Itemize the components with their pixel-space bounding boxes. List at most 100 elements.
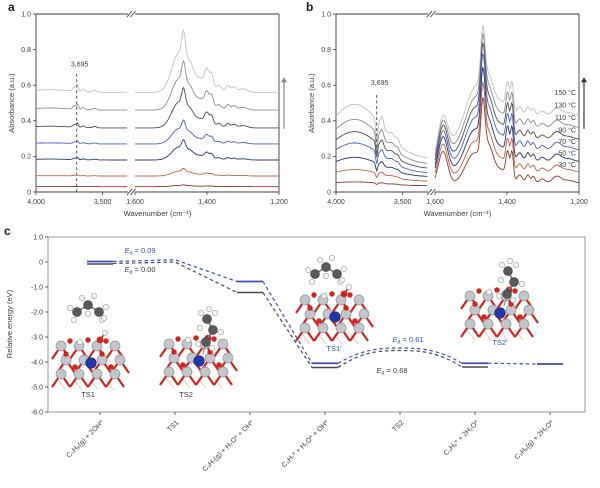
reaction-path: [337, 349, 463, 369]
molecular-structure-ts1: [51, 293, 130, 391]
state-tick-label: TS2: [391, 419, 405, 433]
state-tick-label: C₃H₈(g) + 2OH*: [65, 419, 105, 459]
y-axis-label: Absorbance (a.u.): [7, 73, 16, 133]
y-tick-label: -3.0: [31, 334, 43, 341]
ts-structure-label: TS2': [492, 338, 508, 347]
axes-frame: [35, 13, 280, 193]
y-tick-label: 0.2: [321, 154, 331, 161]
spectrum-curve: [35, 59, 279, 111]
state-tick-label: C₃H₆* + 2H₂O*: [443, 419, 481, 457]
y-tick-label: 0.2: [21, 154, 31, 161]
spectrum-curve: [36, 167, 279, 177]
x-tick-label: 4,000: [327, 199, 345, 206]
reaction-path: [262, 281, 313, 364]
panel-c-label: c: [4, 224, 11, 238]
y-tick-label: -2.0: [31, 309, 43, 316]
wavenumber-marker-label: 3,695: [371, 80, 389, 87]
x-tick-label: 1,600: [426, 199, 444, 206]
x-tick-label: 1,200: [570, 199, 588, 206]
spectrum-curve: [335, 81, 580, 182]
temperature-label: 70 °C: [558, 138, 576, 146]
spectrum-curve: [335, 52, 580, 174]
reaction-path: [112, 259, 238, 283]
up-arrow-icon: [581, 77, 587, 129]
y-tick-label: 0: [327, 189, 331, 196]
x-tick-label: 1,400: [498, 199, 516, 206]
reaction-path: [487, 362, 538, 365]
y-tick-label: 1.0: [21, 11, 31, 18]
spectrum-curve: [36, 119, 279, 145]
molecular-structure-ts2-prime: [460, 257, 539, 341]
spectrum-curve: [335, 32, 580, 164]
temperature-label: 30 °C: [558, 161, 576, 169]
axis-break-mark: [426, 188, 436, 196]
ts-structure-label: TS1: [81, 390, 95, 399]
molecular-structure-ts2: [159, 306, 238, 389]
y-tick-label: 0: [39, 259, 43, 266]
panel-c-energy-diagram: TS1 TS2 TS1' TS2' 1.0 0 -1.0 -2.0 -3.0 -4.0 -5.0 -6…: [5, 234, 586, 473]
panel-a-label: a: [8, 0, 15, 14]
y-tick-label: -1.0: [31, 284, 43, 291]
spectrum-curve: [335, 41, 580, 169]
axis-break-mark: [426, 10, 436, 18]
x-tick-label: 4,000: [27, 199, 45, 206]
spectrum-curve: [335, 66, 580, 177]
temperature-label: 110 °C: [555, 114, 576, 122]
activation-energy-label: Ea = 0.68: [376, 366, 407, 377]
x-tick-label: 3,500: [94, 199, 112, 206]
x-tick-label: 1,200: [270, 199, 288, 206]
panel-a-chart: 0 0.2 0.4 0.6 0.8 1.0 4,000 3,500 1,600 1,400 1,20…: [7, 10, 288, 218]
axes-frame: [335, 13, 580, 193]
spectrum-curve: [335, 24, 580, 159]
x-axis-label: Wavenumber (cm⁻¹): [424, 209, 492, 218]
x-tick-label: 3,500: [394, 199, 412, 206]
x-axis-label: Wavenumber (cm⁻¹): [124, 209, 192, 218]
y-tick-label: 0.4: [21, 118, 31, 125]
panel-b-chart: 0 0.2 0.4 0.6 0.8 1.0 4,000 3,500 1,600 1,400 1,20…: [307, 10, 588, 218]
y-tick-label: 0.8: [321, 47, 331, 54]
y-axis-label: Absorbance (a.u.): [307, 73, 316, 133]
y-tick-label: -6.0: [31, 409, 43, 416]
ts-structure-label: TS2: [179, 390, 193, 399]
y-tick-label: 0.6: [21, 83, 31, 90]
spectrum-curve: [36, 29, 279, 93]
reaction-path: [262, 292, 313, 368]
spectrum-curve: [36, 184, 279, 188]
reaction-path: [112, 261, 238, 294]
y-axis-label: Relative energy (eV): [5, 289, 14, 358]
y-tick-label: 0.4: [321, 118, 331, 125]
activation-energy-label: Ea = 0.00: [124, 265, 155, 276]
state-tick-label: C₃H₆(g) + 2H₂O*: [514, 419, 556, 461]
reaction-path: [337, 347, 463, 364]
state-tick-label: C₃H₇* + H₂O* + OH*: [281, 419, 331, 469]
spectrum-curve: [35, 86, 279, 129]
axes-frame: [47, 236, 586, 413]
ts-structure-label: TS1': [326, 344, 342, 353]
x-tick-label: 1,600: [126, 199, 144, 206]
temperature-label: 50 °C: [558, 150, 576, 158]
y-tick-label: 0.6: [321, 83, 331, 90]
spectrum-curve: [36, 139, 279, 161]
temperature-label: 90 °C: [558, 126, 576, 134]
y-tick-label: -4.0: [31, 359, 43, 366]
activation-energy-label: Ea = 0.09: [124, 246, 155, 257]
y-tick-label: -5.0: [31, 384, 43, 391]
y-tick-label: 0: [27, 189, 31, 196]
state-tick-label: TS1: [166, 419, 180, 433]
axis-break-mark: [126, 188, 136, 196]
activation-energy-label: Ea = 0.61: [392, 335, 423, 346]
temperature-label: 130 °C: [555, 101, 576, 109]
y-tick-label: 1.0: [33, 234, 43, 241]
x-tick-label: 1,400: [198, 199, 216, 206]
y-tick-label: 1.0: [321, 11, 331, 18]
molecular-structure-ts1-prime: [295, 254, 374, 345]
panel-b-label: b: [306, 0, 314, 14]
up-arrow-icon: [281, 77, 287, 129]
axis-break-mark: [126, 10, 136, 18]
y-tick-label: 0.8: [21, 47, 31, 54]
temperature-label: 150 °C: [555, 89, 576, 97]
state-tick-label: C₃H₇(g) + H₂O* + OH*: [202, 419, 256, 473]
spectrum-curve: [335, 96, 580, 187]
wavenumber-marker-label: 3,695: [71, 62, 89, 69]
